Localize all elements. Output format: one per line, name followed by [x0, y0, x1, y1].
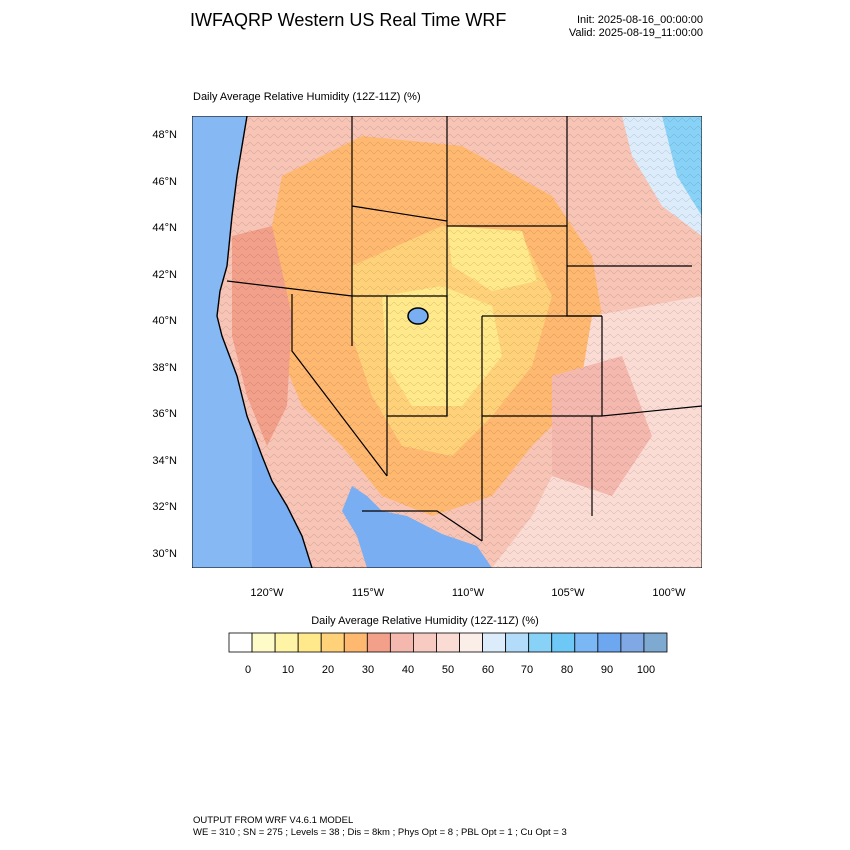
colorbar-label: 50 [441, 664, 455, 676]
colorbar-label: 70 [520, 664, 534, 676]
colorbar-title: Daily Average Relative Humidity (12Z-11Z… [311, 615, 539, 627]
colorbar-swatch [366, 632, 391, 653]
lat-label: 30°N [152, 548, 177, 560]
colorbar-swatch [274, 632, 299, 653]
colorbar-swatch [459, 632, 483, 653]
lat-label: 36°N [152, 408, 177, 420]
lon-label: 110°W [451, 587, 485, 599]
colorbar-swatch [436, 632, 460, 653]
lon-label: 100°W [652, 587, 686, 599]
lon-label: 120°W [250, 587, 284, 599]
model-footer: OUTPUT FROM WRF V4.6.1 MODEL WE = 310 ; … [193, 815, 567, 839]
lat-label: 48°N [152, 129, 177, 141]
colorbar-swatch [251, 632, 276, 653]
lat-label: 46°N [152, 176, 177, 188]
colorbar-label: 100 [636, 664, 656, 676]
init-valid-times: Init: 2025-08-16_00:00:00 Valid: 2025-08… [540, 14, 703, 40]
colorbar-swatch [228, 632, 253, 653]
colorbar-swatch [620, 632, 645, 653]
init-time: Init: 2025-08-16_00:00:00 [577, 14, 703, 26]
humidity-map [192, 116, 702, 568]
colorbar-swatch [505, 632, 530, 653]
colorbar-swatch [320, 632, 345, 653]
colorbar-label: 0 [244, 664, 252, 676]
colorbar-swatch [551, 632, 576, 653]
colorbar-swatch [528, 632, 553, 653]
colorbar-label: 10 [281, 664, 295, 676]
colorbar-swatch [643, 632, 668, 653]
colorbar-swatch [343, 632, 368, 653]
lat-label: 40°N [152, 315, 177, 327]
colorbar-label: 30 [361, 664, 375, 676]
footer-line-1: OUTPUT FROM WRF V4.6.1 MODEL [193, 815, 354, 826]
coastline [216, 116, 313, 568]
colorbar-swatch [297, 632, 322, 653]
valid-time: Valid: 2025-08-19_11:00:00 [568, 27, 703, 39]
colorbar-swatch [482, 632, 507, 653]
colorbar-label: 60 [481, 664, 495, 676]
lon-label: 105°W [551, 587, 585, 599]
lat-label: 42°N [152, 269, 177, 281]
colorbar [228, 632, 668, 653]
great-salt-lake [407, 307, 429, 325]
colorbar-label: 20 [321, 664, 335, 676]
lat-label: 38°N [152, 362, 177, 374]
lat-label: 34°N [152, 455, 177, 467]
footer-line-2: WE = 310 ; SN = 275 ; Levels = 38 ; Dis … [193, 827, 567, 838]
colorbar-swatch [413, 632, 437, 653]
lat-label: 32°N [152, 501, 177, 513]
colorbar-label: 90 [600, 664, 614, 676]
colorbar-swatch [574, 632, 599, 653]
plot-title: Daily Average Relative Humidity (12Z-11Z… [193, 91, 421, 103]
colorbar-label: 80 [560, 664, 574, 676]
main-title: IWFAQRP Western US Real Time WRF [190, 10, 507, 30]
colorbar-label: 40 [401, 664, 415, 676]
colorbar-swatch [389, 632, 414, 653]
lon-label: 115°W [351, 587, 385, 599]
lat-label: 44°N [152, 222, 177, 234]
colorbar-swatch [597, 632, 622, 653]
state-borders [226, 116, 702, 542]
